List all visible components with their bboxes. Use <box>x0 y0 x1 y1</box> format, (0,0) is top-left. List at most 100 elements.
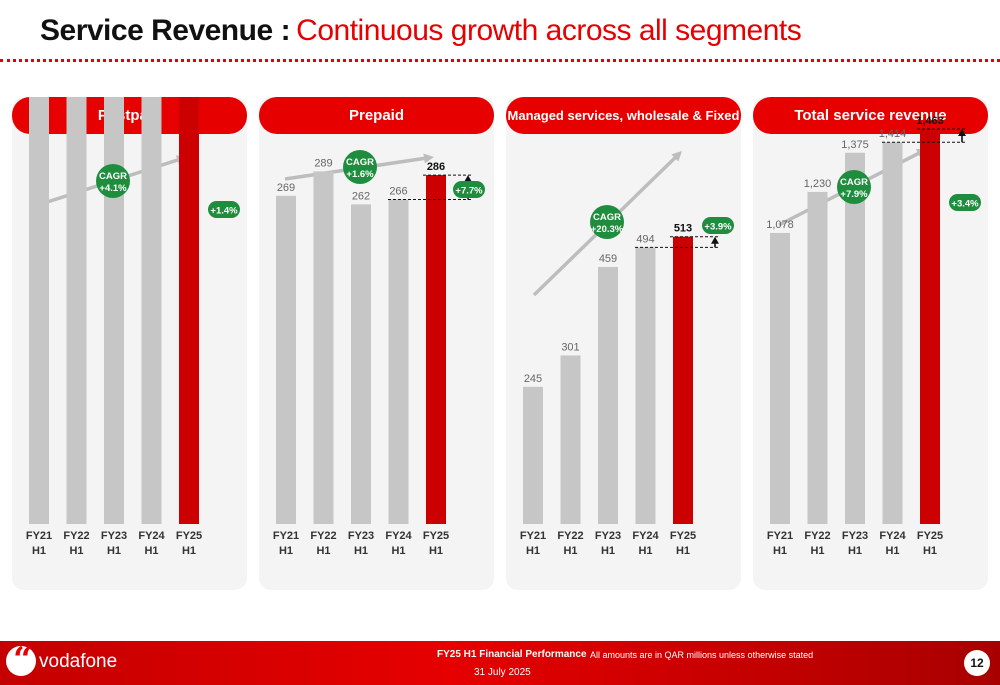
x-tick-label: FY22 <box>63 530 89 542</box>
bar <box>560 355 581 524</box>
title-main: Service Revenue <box>40 14 273 47</box>
growth-badge <box>702 217 734 234</box>
bar-value-label: 1,414 <box>879 128 907 140</box>
x-tick-label: FY24 <box>138 530 165 542</box>
bar <box>351 204 371 525</box>
bar <box>141 97 162 524</box>
x-tick-label: H1 <box>107 545 121 557</box>
x-tick-label: FY22 <box>310 530 336 542</box>
dotted-divider <box>0 59 1000 62</box>
bar <box>807 191 828 524</box>
x-tick-label: FY25 <box>917 530 943 542</box>
cagr-badge-label: CAGR <box>99 171 127 182</box>
footer: “ vodafone FY25 H1 Financial Performance… <box>0 640 1000 685</box>
cagr-badge-label: CAGR <box>346 157 374 168</box>
bar-value-label: 1,463 <box>916 115 944 127</box>
footer-title: FY25 H1 Financial Performance <box>437 649 587 660</box>
panel-managed-services: Managed services, wholesale & Fixed 245 F… <box>506 97 741 590</box>
bar <box>920 128 940 525</box>
x-tick-label: H1 <box>923 545 937 557</box>
cagr-badge-value: +7.9% <box>840 189 868 200</box>
x-tick-label: FY21 <box>273 530 299 542</box>
x-tick-label: FY21 <box>767 530 793 542</box>
bar <box>179 97 199 524</box>
x-tick-label: FY25 <box>670 530 696 542</box>
cagr-badge-label: CAGR <box>840 177 868 188</box>
bar-value-label: 1,375 <box>841 139 869 151</box>
chart-postpaid: 564FY21H1640FY22H1653FY23H1654FY24H1663F… <box>26 97 240 557</box>
x-tick-label: H1 <box>279 545 293 557</box>
vodafone-logo-icon <box>6 646 36 676</box>
title-subtitle: Continuous growth across all segments <box>296 14 802 47</box>
cagr-badge-value: +4.1% <box>99 183 127 194</box>
bar <box>882 142 903 524</box>
x-tick-label: H1 <box>638 545 652 557</box>
x-tick-label: FY25 <box>423 530 449 542</box>
bar-value-label: 286 <box>427 161 445 173</box>
trend-arrow-icon <box>671 151 682 162</box>
x-tick-label: H1 <box>32 545 46 557</box>
bar-value-label: 301 <box>561 341 579 353</box>
growth-badge <box>949 194 981 211</box>
bar <box>845 152 865 524</box>
growth-badge-label: +7.7% <box>455 186 483 197</box>
x-tick-label: FY23 <box>595 530 621 542</box>
x-tick-label: H1 <box>429 545 443 557</box>
growth-badge-label: +3.4% <box>951 199 979 210</box>
bar <box>770 232 790 524</box>
title-separator: : <box>280 14 291 47</box>
bar <box>276 195 296 524</box>
chart-prepaid: 269 FY21 H1 289 FY22 H1 262 FY23 H1 266 FY24 H1 286 F… <box>273 150 485 557</box>
cagr-badge <box>343 150 377 184</box>
bar <box>635 247 656 525</box>
panel-prepaid: Prepaid 269 FY21 H1 289 FY22 H1 262 FY23 H1 266 FY… <box>259 97 494 590</box>
bar-value-label: 513 <box>674 223 692 235</box>
panel-title: Total service revenue <box>753 97 988 134</box>
bar <box>426 175 446 524</box>
bar-value-label: 494 <box>636 233 654 245</box>
growth-badge-label: +3.9% <box>704 222 732 233</box>
x-tick-label: H1 <box>848 545 862 557</box>
x-tick-label: FY23 <box>101 530 127 542</box>
x-tick-label: FY21 <box>26 530 52 542</box>
cagr-badge <box>96 164 130 198</box>
x-tick-label: H1 <box>810 545 824 557</box>
footer-note: All amounts are in QAR millions unless o… <box>590 650 814 660</box>
x-tick-label: FY22 <box>557 530 583 542</box>
panel-title: Managed services, wholesale & Fixed <box>506 97 741 134</box>
bar-value-label: 245 <box>524 373 542 385</box>
x-tick-label: H1 <box>391 545 405 557</box>
bar-value-label: 1,078 <box>766 219 794 231</box>
cagr-badge-label: CAGR <box>593 212 621 223</box>
chart-managed-services: 245 FY21 H1 301 FY22 H1 459 FY23 H1 494 FY24 H1 513 F… <box>520 151 734 557</box>
bar-value-label: 289 <box>314 157 332 169</box>
bar-value-label: 266 <box>389 185 407 197</box>
panel-total-service-revenue: Total service revenue 1,078 FY21 H1 1,230 FY… <box>753 97 988 590</box>
x-tick-label: H1 <box>563 545 577 557</box>
growth-badge <box>453 181 485 198</box>
bar <box>388 199 409 524</box>
cagr-badge <box>837 170 871 204</box>
bar-value-label: 269 <box>277 182 295 194</box>
x-tick-label: H1 <box>526 545 540 557</box>
bar <box>313 171 334 525</box>
brand-name: vodafone <box>39 651 118 672</box>
bar <box>598 266 618 524</box>
page-number: 12 <box>964 650 990 676</box>
x-tick-label: H1 <box>676 545 690 557</box>
footer-date: 31 July 2025 <box>474 667 531 678</box>
bar <box>66 97 87 524</box>
bar-value-label: 1,230 <box>804 178 832 190</box>
cagr-badge <box>590 205 624 239</box>
trend-arrow-icon <box>423 153 434 164</box>
x-tick-label: FY25 <box>176 530 202 542</box>
x-tick-label: H1 <box>773 545 787 557</box>
bar-value-label: 459 <box>599 253 617 265</box>
bar <box>673 236 693 524</box>
x-tick-label: H1 <box>69 545 83 557</box>
x-tick-label: H1 <box>144 545 158 557</box>
x-tick-label: FY21 <box>520 530 546 542</box>
x-tick-label: FY24 <box>385 530 412 542</box>
panel-title: Prepaid <box>259 97 494 134</box>
